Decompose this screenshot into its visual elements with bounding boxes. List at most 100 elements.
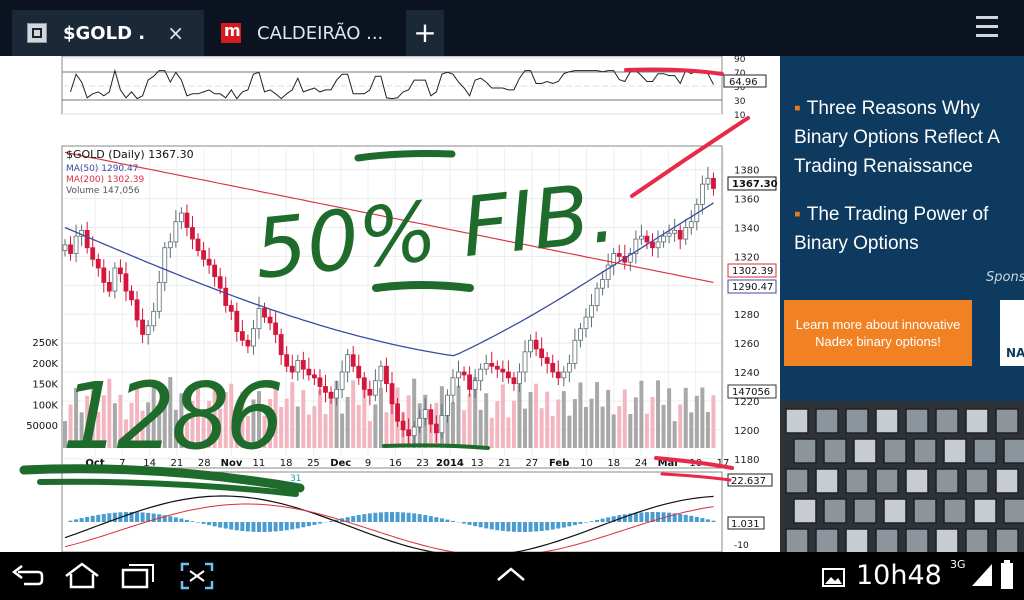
candle-body xyxy=(167,241,173,249)
candle-body xyxy=(478,368,484,382)
macd-histogram-bar xyxy=(179,518,184,522)
network-type-label: 3G xyxy=(950,558,966,571)
candle-body xyxy=(688,221,694,228)
x-tick-label: 9 xyxy=(365,458,371,469)
macd-histogram-bar xyxy=(284,522,289,531)
macd-histogram-bar xyxy=(273,522,278,532)
y-tick-label: 1240 xyxy=(734,368,759,379)
x-tick-label: 16 xyxy=(389,458,402,469)
volume-bar xyxy=(567,415,572,448)
candle-body xyxy=(555,371,561,379)
candle-body xyxy=(699,183,705,205)
candle-body xyxy=(129,290,134,301)
candle-body xyxy=(212,264,218,278)
back-icon[interactable] xyxy=(10,562,44,590)
candle-body xyxy=(655,241,661,249)
volume-bar xyxy=(705,411,710,448)
macd-panel xyxy=(61,471,723,552)
volume-bar xyxy=(245,416,250,448)
macd-histogram-bar xyxy=(506,522,511,532)
volume-bar xyxy=(151,385,156,448)
macd-histogram-bar xyxy=(606,517,611,522)
candle-body xyxy=(262,308,267,318)
price-box-label: 1302.39 xyxy=(732,266,773,277)
candle-body xyxy=(661,235,666,243)
macd-histogram-bar xyxy=(112,512,117,522)
volume-bar xyxy=(284,398,289,448)
macd-histogram-bar xyxy=(484,522,489,529)
volume-bar xyxy=(517,384,522,448)
volume-bar xyxy=(96,411,101,448)
macd-histogram-bar xyxy=(417,514,422,522)
candle-body xyxy=(633,238,639,254)
rsi-panel xyxy=(61,56,723,115)
volume-bar xyxy=(511,400,516,448)
candle-body xyxy=(483,362,489,370)
macd-histogram-bar xyxy=(218,522,223,528)
volume-bar xyxy=(633,397,638,448)
macd-histogram-bar xyxy=(212,522,217,527)
volume-bar xyxy=(606,389,611,448)
rsi-value-label: 64.96 xyxy=(729,77,758,88)
macd-histogram-bar xyxy=(146,512,151,522)
macd-histogram-bar xyxy=(312,522,317,525)
ad-image[interactable] xyxy=(780,401,1024,552)
candle-body xyxy=(156,282,162,312)
volume-bar xyxy=(506,417,511,448)
candle-body xyxy=(245,339,251,347)
candle-body xyxy=(184,212,190,228)
gallery-icon[interactable] xyxy=(822,568,846,588)
chevron-up-icon[interactable] xyxy=(496,566,526,582)
macd-histogram-bar xyxy=(445,519,450,522)
volume-bar xyxy=(373,404,378,448)
status-clock: 10h48 xyxy=(856,560,942,591)
candle-body xyxy=(578,328,583,341)
candle-body xyxy=(561,371,567,379)
legend-volume: Volume 147,056 xyxy=(66,186,140,196)
volume-bar xyxy=(628,414,633,448)
macd-histogram-bar xyxy=(434,517,439,522)
macd-histogram-bar xyxy=(489,522,494,530)
ad-link-trading-power[interactable]: ▪ The Trading Power of Binary Options xyxy=(794,204,989,254)
tab-caldeirao[interactable]: CALDEIRÃO ... xyxy=(206,10,402,56)
recent-apps-icon[interactable] xyxy=(120,562,156,590)
y-tick-label: 1180 xyxy=(734,455,759,466)
macd-histogram-bar xyxy=(173,517,178,522)
candle-body xyxy=(417,417,423,428)
x-tick-label: 21 xyxy=(498,458,511,469)
candle-body xyxy=(350,354,356,367)
ma200-line xyxy=(64,151,714,283)
volume-bar xyxy=(523,408,528,448)
macd-histogram-bar xyxy=(123,512,128,522)
legend-symbol: $GOLD (Daily) 1367.30 xyxy=(66,148,194,161)
candle-body xyxy=(356,365,362,379)
macd-histogram-bar xyxy=(595,519,600,522)
ad-link-binary-renaissance[interactable]: ▪ Three Reasons Why Binary Options Reflec… xyxy=(794,98,999,177)
candle-body xyxy=(256,308,262,330)
home-icon[interactable] xyxy=(62,562,102,590)
tab-gold[interactable]: $GOLD . × xyxy=(12,10,204,56)
candle-body xyxy=(278,334,284,356)
macd-histogram-bar xyxy=(423,515,428,522)
nadex-ad-button[interactable]: Learn more about innovative Nadex binary… xyxy=(784,300,972,366)
macd-histogram-bar xyxy=(168,516,173,522)
candle-body xyxy=(572,339,578,364)
macd-histogram-bar xyxy=(373,512,378,522)
macd-histogram-bar xyxy=(362,514,367,522)
candle-body xyxy=(472,380,478,390)
overflow-menu-icon[interactable] xyxy=(976,16,1006,42)
close-tab-icon[interactable]: × xyxy=(167,21,184,45)
y-tick-label: 1200 xyxy=(734,426,759,437)
ink-level-text: 1286 xyxy=(62,363,281,470)
candle-body xyxy=(522,351,528,373)
candle-body xyxy=(228,305,234,312)
candle-body xyxy=(406,429,412,437)
new-tab-button[interactable]: + xyxy=(406,10,444,56)
screenshot-icon[interactable] xyxy=(180,562,214,590)
nadex-logo[interactable]: NA xyxy=(1000,300,1024,366)
candle-body xyxy=(267,316,273,324)
candle-body xyxy=(494,365,500,370)
macd-histogram-bar xyxy=(406,512,411,522)
candle-body xyxy=(550,362,556,373)
macd-histogram-bar xyxy=(711,520,716,522)
